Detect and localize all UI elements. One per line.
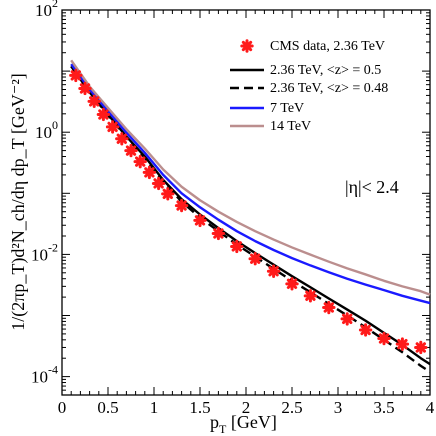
legend-label: 2.36 TeV, <z> = 0.5 bbox=[270, 63, 381, 78]
data-point-marker bbox=[285, 277, 299, 291]
y-tick-label: 10-2 bbox=[31, 240, 58, 264]
x-tick-label: 0 bbox=[58, 398, 67, 417]
data-point-marker bbox=[87, 94, 101, 109]
eta-annotation: |η|< 2.4 bbox=[345, 177, 399, 197]
legend: CMS data, 2.36 TeV 2.36 TeV, <z> = 0.5 2.3… bbox=[230, 39, 388, 134]
data-point-marker bbox=[193, 213, 207, 228]
data-point-marker bbox=[322, 300, 336, 315]
data-point-marker bbox=[124, 143, 138, 158]
data-point-marker bbox=[142, 165, 157, 180]
x-tick-label: 2 bbox=[242, 398, 251, 417]
data-point-marker bbox=[211, 226, 226, 241]
data-point-marker bbox=[248, 252, 262, 266]
legend-label: 2.36 TeV, <z> = 0.48 bbox=[270, 81, 388, 96]
data-point-marker bbox=[240, 39, 254, 53]
series-line-3 bbox=[70, 63, 431, 305]
x-tick-label: 3.5 bbox=[373, 398, 394, 417]
y-tick-label: 10-4 bbox=[31, 363, 58, 387]
legend-label: 7 TeV bbox=[270, 101, 304, 116]
data-point-marker bbox=[414, 340, 428, 355]
x-tick-label: 2.5 bbox=[281, 398, 302, 417]
legend-label: CMS data, 2.36 TeV bbox=[270, 39, 385, 54]
data-point-marker bbox=[303, 289, 318, 303]
x-tick-label: 1.5 bbox=[189, 398, 210, 417]
y-tick-label: 100 bbox=[35, 118, 58, 142]
series-line-4 bbox=[70, 59, 431, 296]
y-axis-label: 1/(2πp_T)d²N_ch/dη dp_T [GeV⁻²] bbox=[8, 73, 29, 330]
x-tick-label: 3 bbox=[334, 398, 343, 417]
data-point-marker bbox=[151, 176, 166, 191]
axis-ticks: 0 0.5 1 1.5 2 2.5 3 3.5 4 102 100 10-2 10-4 bbox=[31, 0, 435, 417]
x-tick-label: 4 bbox=[426, 398, 435, 417]
data-point-marker bbox=[161, 187, 175, 201]
data-point-marker bbox=[395, 337, 410, 351]
legend-label: 14 TeV bbox=[270, 119, 311, 134]
data-point-marker bbox=[358, 323, 373, 337]
data-point-marker bbox=[133, 154, 147, 169]
x-tick-label: 1 bbox=[150, 398, 159, 417]
data-point-marker bbox=[174, 198, 189, 213]
data-point-marker bbox=[96, 107, 111, 122]
data-point-marker bbox=[78, 81, 92, 96]
data-point-marker bbox=[105, 120, 120, 134]
series-line-2 bbox=[70, 65, 431, 373]
data-point-marker bbox=[69, 68, 83, 83]
data-point-marker bbox=[340, 312, 354, 326]
series-layer bbox=[69, 59, 431, 373]
data-point-marker bbox=[230, 239, 244, 254]
x-axis-label-sub: T bbox=[219, 422, 227, 436]
x-tick-label: 0.5 bbox=[97, 398, 118, 417]
y-tick-label: 102 bbox=[35, 0, 58, 20]
series-line-1 bbox=[70, 65, 431, 366]
x-axis-label-main: p bbox=[210, 412, 219, 432]
x-axis-label-rest: [GeV] bbox=[226, 412, 276, 432]
data-point-marker bbox=[377, 331, 391, 346]
data-point-marker bbox=[115, 132, 129, 146]
data-point-marker bbox=[266, 264, 281, 278]
x-axis-label: pT [GeV] bbox=[210, 412, 277, 436]
